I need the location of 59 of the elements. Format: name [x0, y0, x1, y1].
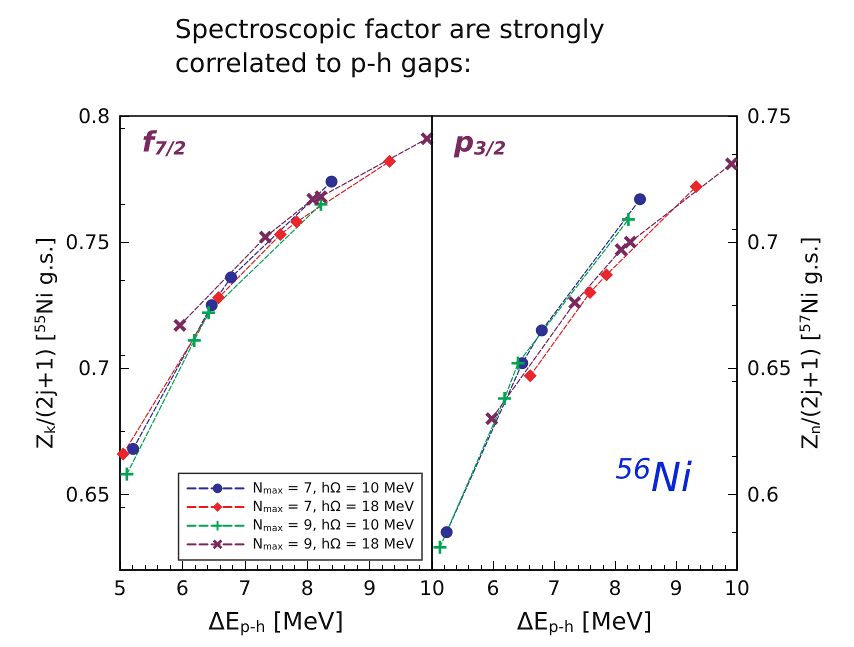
x-tick-label: 9 [363, 576, 376, 600]
chart-title: Spectroscopic factor are strongly correlated to p-h gaps: [175, 15, 613, 79]
y-tick-label: 0.7 [78, 356, 110, 380]
point [498, 392, 512, 405]
point [624, 236, 637, 249]
point [634, 193, 646, 206]
x-tick-label: 7 [238, 576, 252, 600]
x-tick-label: 8 [608, 576, 622, 600]
point [225, 271, 238, 284]
x-tick-label: 6 [486, 576, 500, 600]
legend-label: Nmax = 7, hΩ = 10 MeV [252, 480, 414, 497]
y-tick-label: 0.7 [747, 230, 779, 254]
point [568, 296, 582, 310]
x-tick-label: 10 [419, 576, 445, 600]
point [583, 286, 596, 300]
y-tick-label: 0.75 [65, 230, 110, 254]
point [202, 306, 216, 320]
x-tick-label: 9 [670, 576, 682, 600]
x-axis-title: ΔEp-h [MeV] [208, 607, 344, 636]
point [622, 212, 635, 226]
y-tick-label: 0.6 [747, 482, 779, 506]
point [116, 447, 130, 460]
point [440, 526, 453, 538]
point [524, 369, 537, 382]
point [274, 228, 287, 242]
x-tick-label: 7 [548, 576, 560, 600]
x-tick-label: 10 [724, 576, 750, 600]
point [600, 268, 613, 282]
legend-label: Nmax = 9, hΩ = 10 MeV [252, 518, 414, 534]
point [433, 540, 446, 554]
point [120, 468, 134, 481]
point [512, 356, 525, 370]
legend-label: Nmax = 7, hΩ = 18 MeV [252, 499, 414, 516]
point [173, 318, 186, 332]
y-tick-label: 0.65 [747, 356, 792, 380]
x-tick-label: 8 [300, 576, 314, 600]
point [326, 176, 338, 188]
x-tick-label: 6 [176, 576, 189, 600]
point [614, 243, 628, 256]
x-axis-title: ΔEp-h [MeV] [516, 607, 652, 636]
point [188, 334, 201, 347]
point [258, 230, 272, 244]
y-axis-title: Zk/(2j+1) [55Ni g.s.] [33, 237, 59, 449]
point [212, 291, 226, 304]
y-tick-label: 0.8 [78, 104, 110, 128]
point [485, 412, 498, 426]
legend-label: Nmax = 9, hΩ = 18 MeV [252, 536, 414, 552]
point [290, 215, 304, 228]
y-tick-label: 0.75 [747, 104, 792, 128]
y-tick-label: 0.65 [65, 482, 110, 506]
x-tick-label: 5 [114, 576, 126, 600]
point [420, 132, 434, 146]
point [383, 154, 396, 168]
point [127, 442, 140, 455]
point [314, 190, 328, 204]
y-axis-title: Zn/(2j+1) [57Ni g.s.] [798, 236, 824, 450]
point [725, 157, 738, 170]
point [690, 180, 703, 194]
point [536, 324, 548, 336]
